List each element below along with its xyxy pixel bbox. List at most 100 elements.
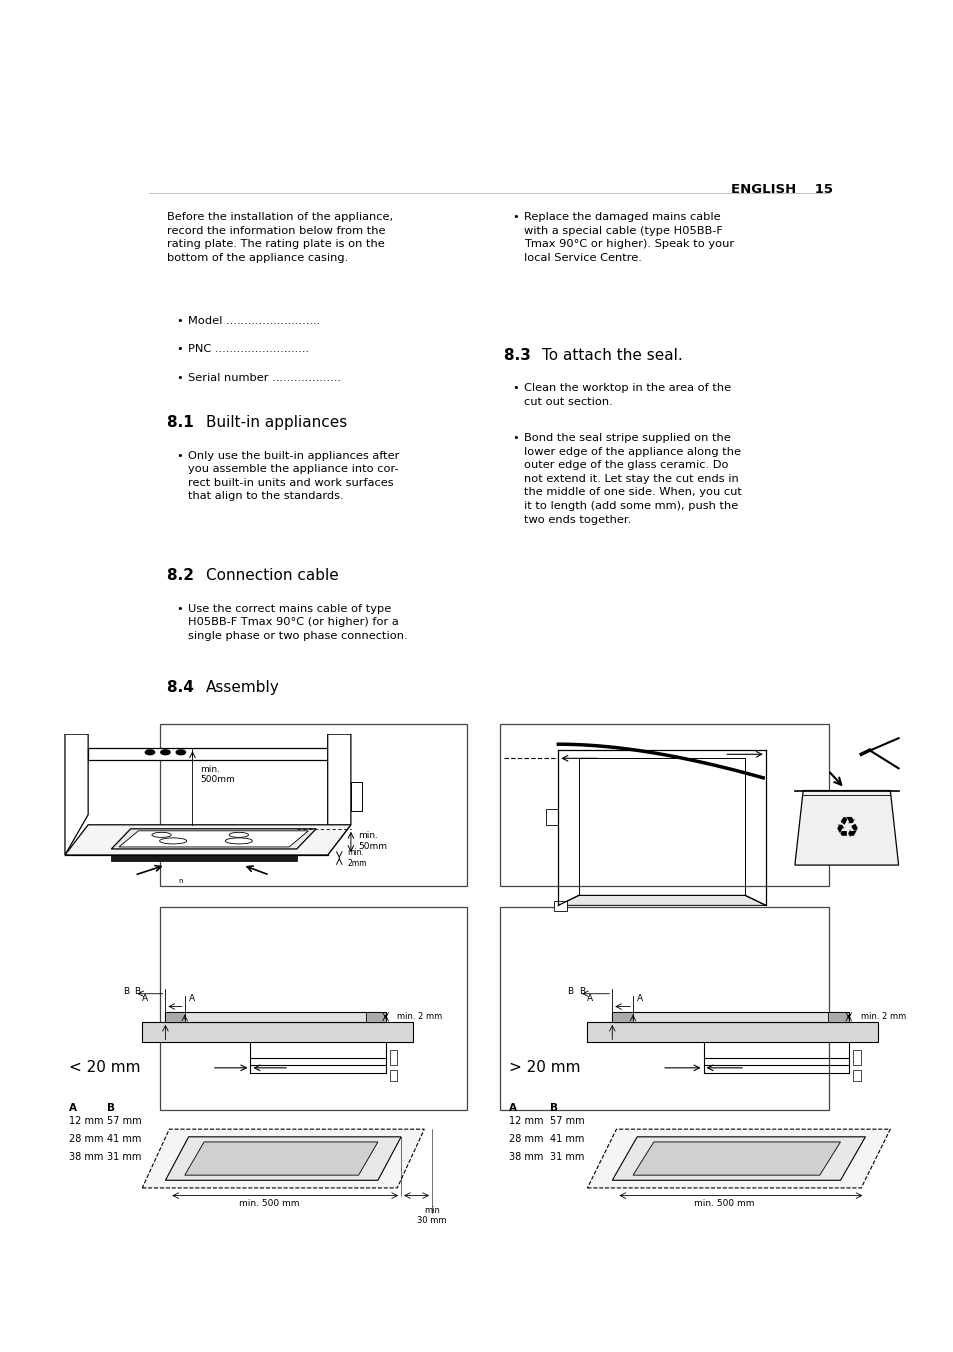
Circle shape [145,750,154,754]
Text: •: • [512,212,518,222]
Text: 28 mm: 28 mm [508,1134,542,1144]
Ellipse shape [225,838,253,844]
Text: min. 500 mm: min. 500 mm [694,1199,754,1207]
Text: 8.2: 8.2 [167,568,199,583]
Text: min.
2mm: min. 2mm [347,848,366,868]
Ellipse shape [159,838,187,844]
Bar [160,725,466,886]
Text: A: A [189,995,194,1003]
Text: 8.1: 8.1 [167,415,199,430]
Ellipse shape [152,833,171,837]
Text: B: B [108,1103,115,1113]
Text: 41 mm: 41 mm [550,1134,584,1144]
Polygon shape [119,831,308,846]
Text: A: A [69,1103,77,1113]
Polygon shape [142,1129,424,1188]
Bar [499,907,828,1110]
Text: min. 500 mm: min. 500 mm [239,1199,299,1207]
Text: min. 2 mm: min. 2 mm [861,1013,905,1021]
Ellipse shape [229,833,248,837]
Polygon shape [65,825,351,854]
Bar [827,1011,848,1022]
Text: 31 mm: 31 mm [108,1152,142,1161]
Bar [88,748,327,760]
Text: Clean the worktop in the area of the
cut out section.: Clean the worktop in the area of the cut… [524,383,731,407]
Text: 57 mm: 57 mm [108,1115,142,1126]
Text: < 20 mm: < 20 mm [69,1060,140,1075]
Bar [852,1071,861,1080]
Text: B: B [134,987,140,995]
Text: min. 2 mm: min. 2 mm [396,1013,442,1021]
Text: A: A [508,1103,516,1113]
Text: B: B [578,987,584,995]
Bar [612,1011,848,1022]
Bar [499,725,828,886]
Polygon shape [587,1129,889,1188]
Text: 8.4: 8.4 [167,680,199,695]
Text: 12 mm: 12 mm [69,1115,103,1126]
Text: min
30 mm: min 30 mm [416,1206,446,1225]
Text: Connection cable: Connection cable [206,568,338,583]
Text: •: • [512,383,518,393]
Polygon shape [65,734,88,854]
Text: 57 mm: 57 mm [550,1115,584,1126]
Bar [351,783,362,811]
Polygon shape [633,1142,840,1175]
Text: A: A [637,995,642,1003]
Bar [554,902,566,911]
Text: Model ..........................: Model .......................... [188,316,320,326]
Circle shape [161,750,170,754]
Text: •: • [176,345,183,354]
Bar [587,1022,877,1042]
Text: B: B [123,987,129,995]
Polygon shape [165,1137,400,1180]
Bar [366,1011,385,1022]
Bar [852,1051,861,1065]
Text: A: A [142,995,149,1003]
Text: Use the correct mains cable of type
H05BB-F Tmax 90°C (or higher) for a
single p: Use the correct mains cable of type H05B… [188,603,407,641]
Text: Built-in appliances: Built-in appliances [206,415,347,430]
Text: •: • [176,450,183,461]
Text: •: • [176,373,183,383]
Bar [612,1011,633,1022]
Text: •: • [512,433,518,443]
Text: 12 mm: 12 mm [508,1115,542,1126]
Polygon shape [112,854,296,861]
Bar [142,1022,413,1042]
Text: min.
500mm: min. 500mm [200,765,234,784]
Text: 31 mm: 31 mm [550,1152,584,1161]
Text: B: B [550,1103,558,1113]
Bar [389,1051,396,1065]
Polygon shape [612,1137,864,1180]
Circle shape [176,750,185,754]
Text: 38 mm: 38 mm [508,1152,542,1161]
Text: PNC ..........................: PNC .......................... [188,345,309,354]
Text: Before the installation of the appliance,
record the information below from the
: Before the installation of the appliance… [167,212,393,264]
Text: 8.3: 8.3 [503,347,536,362]
Bar [165,1011,185,1022]
Text: Replace the damaged mains cable
with a special cable (type H05BB-F
Tmax 90°C or : Replace the damaged mains cable with a s… [524,212,734,264]
Text: 28 mm: 28 mm [69,1134,103,1144]
Text: B: B [566,987,572,995]
Bar [160,907,466,1110]
Bar [389,1071,396,1080]
Text: Serial number ...................: Serial number ................... [188,373,340,383]
Text: Bond the seal stripe supplied on the
lower edge of the appliance along the
outer: Bond the seal stripe supplied on the low… [524,433,741,525]
Bar [545,808,558,825]
Text: > 20 mm: > 20 mm [508,1060,579,1075]
Text: •: • [176,316,183,326]
Text: •: • [176,603,183,614]
Polygon shape [558,895,765,906]
Text: Assembly: Assembly [206,680,279,695]
Text: 41 mm: 41 mm [108,1134,142,1144]
Polygon shape [794,791,898,865]
Text: 38 mm: 38 mm [69,1152,103,1161]
Text: Only use the built-in appliances after
you assemble the appliance into cor-
rect: Only use the built-in appliances after y… [188,450,399,502]
Text: To attach the seal.: To attach the seal. [541,347,682,362]
Text: min.
50mm: min. 50mm [358,831,387,850]
Bar [165,1011,385,1022]
Text: ♻: ♻ [834,815,859,842]
Polygon shape [185,1142,377,1175]
Text: A: A [587,995,593,1003]
Text: n: n [178,879,183,884]
